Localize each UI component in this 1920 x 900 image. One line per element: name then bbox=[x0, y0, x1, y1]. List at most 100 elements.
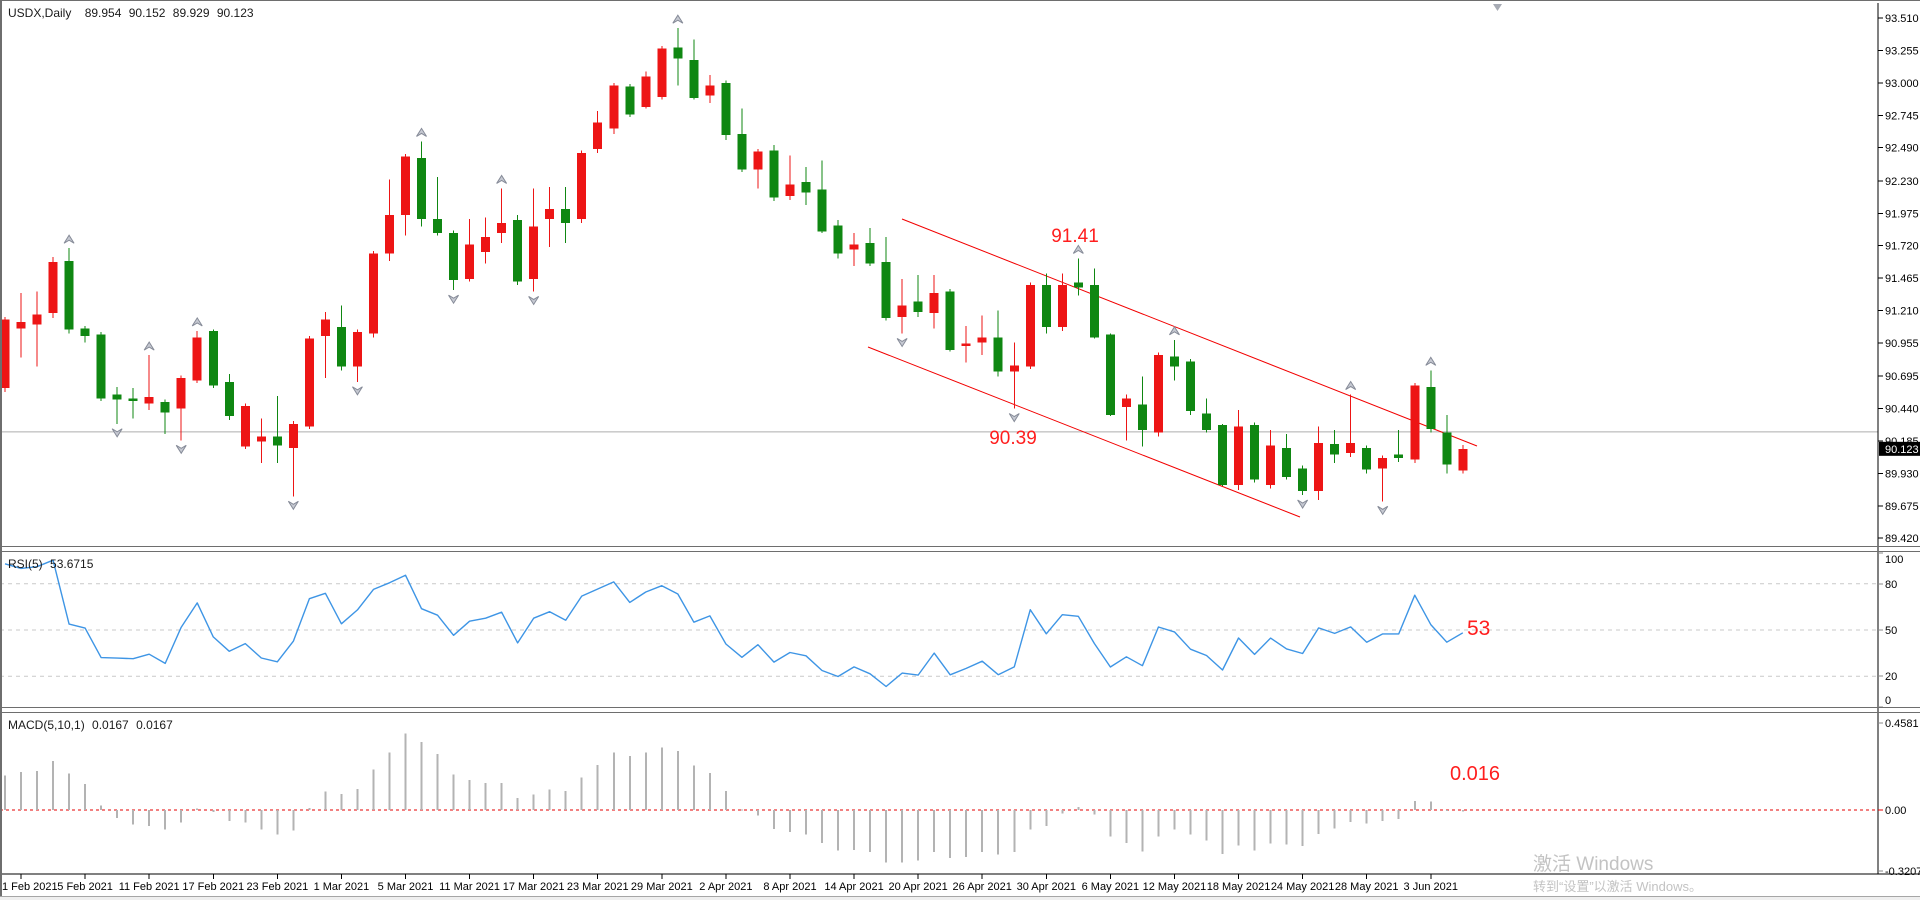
candle-body[interactable] bbox=[481, 236, 491, 253]
candle-body[interactable] bbox=[1234, 426, 1244, 485]
candle-body[interactable] bbox=[128, 398, 138, 401]
annotation-channel-high[interactable]: 91.41 bbox=[1051, 226, 1099, 247]
candle-body[interactable] bbox=[1025, 285, 1035, 367]
candle-body[interactable] bbox=[1282, 447, 1292, 478]
candle-body[interactable] bbox=[737, 133, 747, 170]
candle-body[interactable] bbox=[112, 394, 122, 400]
candle-body[interactable] bbox=[64, 260, 74, 330]
candle-body[interactable] bbox=[929, 292, 939, 314]
candle-body[interactable] bbox=[689, 59, 699, 99]
candle-body[interactable] bbox=[721, 82, 731, 136]
candle-body[interactable] bbox=[417, 157, 427, 219]
annotation-channel-low[interactable]: 90.39 bbox=[989, 428, 1037, 449]
candle-body[interactable] bbox=[0, 319, 10, 389]
separator-rsi-macd-2[interactable] bbox=[0, 712, 1920, 713]
candle-body[interactable] bbox=[1121, 398, 1131, 408]
candle-body[interactable] bbox=[705, 85, 715, 96]
candle-body[interactable] bbox=[609, 85, 619, 129]
candle-body[interactable] bbox=[401, 156, 410, 216]
candle-body[interactable] bbox=[176, 377, 186, 409]
candle-body[interactable] bbox=[449, 232, 459, 281]
candle-body[interactable] bbox=[1250, 425, 1260, 480]
candle-body[interactable] bbox=[288, 423, 298, 448]
candle-body[interactable] bbox=[1105, 334, 1115, 415]
candle-body[interactable] bbox=[1057, 285, 1067, 328]
candle-body[interactable] bbox=[913, 301, 923, 312]
candle-body[interactable] bbox=[1153, 355, 1163, 433]
candle-body[interactable] bbox=[192, 337, 202, 381]
separator-main-rsi-2[interactable] bbox=[0, 551, 1920, 552]
candle-body[interactable] bbox=[641, 76, 651, 108]
candle-body[interactable] bbox=[593, 122, 603, 150]
candle-body[interactable] bbox=[993, 337, 1003, 372]
candle-body[interactable] bbox=[801, 182, 811, 193]
candle-body[interactable] bbox=[272, 436, 282, 446]
candle-body[interactable] bbox=[224, 381, 234, 417]
candle-body[interactable] bbox=[208, 330, 218, 386]
candle-body[interactable] bbox=[849, 244, 859, 250]
separator-rsi-macd[interactable] bbox=[0, 707, 1920, 708]
trendline-channel-upper[interactable] bbox=[901, 218, 1478, 447]
candle-body[interactable] bbox=[785, 184, 795, 197]
candle-body[interactable] bbox=[433, 218, 443, 233]
candle-body[interactable] bbox=[753, 151, 763, 170]
candle-body[interactable] bbox=[881, 262, 891, 319]
candle-body[interactable] bbox=[1442, 432, 1452, 465]
candle-body[interactable] bbox=[497, 222, 507, 233]
candle-body[interactable] bbox=[1185, 361, 1195, 412]
candle-body[interactable] bbox=[817, 189, 827, 232]
candle-body[interactable] bbox=[256, 436, 266, 442]
candle-body[interactable] bbox=[1362, 447, 1372, 470]
candle-body[interactable] bbox=[561, 208, 571, 223]
candle-body[interactable] bbox=[96, 334, 106, 399]
candle-body[interactable] bbox=[545, 208, 555, 219]
candle-body[interactable] bbox=[657, 48, 667, 97]
candle-body[interactable] bbox=[160, 402, 170, 413]
candle-body[interactable] bbox=[465, 244, 475, 279]
candle-body[interactable] bbox=[1041, 285, 1051, 328]
candle-body[interactable] bbox=[1378, 458, 1388, 469]
candle-body[interactable] bbox=[352, 332, 362, 367]
candle-body[interactable] bbox=[1410, 385, 1420, 460]
candle-body[interactable] bbox=[1202, 413, 1211, 431]
candle-body[interactable] bbox=[1218, 425, 1228, 485]
candle-body[interactable] bbox=[320, 319, 330, 336]
candle-body[interactable] bbox=[80, 328, 90, 336]
candle-body[interactable] bbox=[961, 343, 971, 347]
candle-body[interactable] bbox=[16, 322, 26, 329]
trendline-channel-lower[interactable] bbox=[867, 346, 1301, 518]
annotation-rsi-current[interactable]: 53 bbox=[1467, 617, 1491, 640]
candle-body[interactable] bbox=[32, 314, 42, 325]
annotation-macd-current[interactable]: 0.016 bbox=[1450, 763, 1501, 785]
candle-body[interactable] bbox=[529, 226, 539, 279]
candle-body[interactable] bbox=[1266, 445, 1276, 485]
candle-body[interactable] bbox=[977, 337, 987, 343]
candle-body[interactable] bbox=[945, 291, 955, 350]
candle-body[interactable] bbox=[1169, 356, 1179, 367]
candle-body[interactable] bbox=[1330, 444, 1340, 455]
candle-body[interactable] bbox=[304, 338, 314, 427]
candle-body[interactable] bbox=[1394, 454, 1404, 459]
candle-body[interactable] bbox=[769, 150, 779, 198]
candle-body[interactable] bbox=[384, 215, 394, 254]
candle-body[interactable] bbox=[1314, 442, 1324, 492]
candle-body[interactable] bbox=[1426, 386, 1436, 429]
candle-body[interactable] bbox=[368, 253, 378, 334]
candle-body[interactable] bbox=[1346, 442, 1356, 454]
candle-body[interactable] bbox=[1009, 365, 1019, 372]
candle-body[interactable] bbox=[240, 405, 250, 447]
candle-body[interactable] bbox=[1298, 468, 1308, 492]
candle-body[interactable] bbox=[833, 225, 843, 254]
candle-body[interactable] bbox=[673, 47, 683, 59]
candle-body[interactable] bbox=[1137, 404, 1147, 431]
candle-body[interactable] bbox=[513, 220, 523, 282]
candle-body[interactable] bbox=[1073, 282, 1083, 288]
separator-main-rsi[interactable] bbox=[0, 546, 1920, 547]
candle-body[interactable] bbox=[577, 152, 587, 219]
candle-body[interactable] bbox=[48, 262, 58, 314]
rsi-line[interactable] bbox=[4, 559, 1464, 688]
candle-body[interactable] bbox=[1458, 448, 1468, 471]
candle-body[interactable] bbox=[336, 327, 346, 367]
candle-body[interactable] bbox=[625, 86, 635, 115]
